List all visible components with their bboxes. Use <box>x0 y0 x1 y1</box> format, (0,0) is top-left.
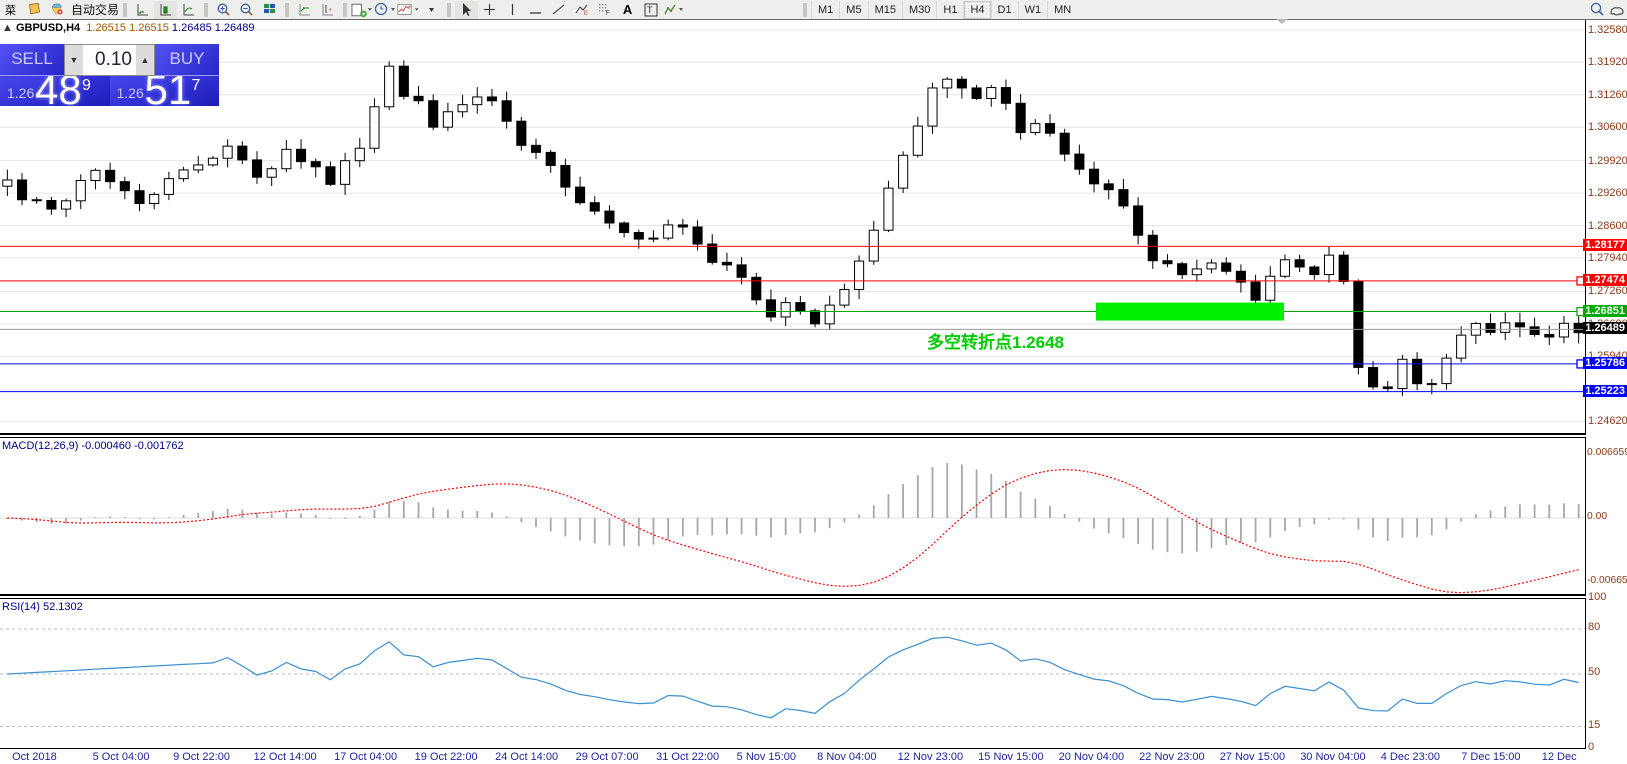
svg-text:F: F <box>606 11 610 17</box>
svg-text:*: * <box>329 8 332 15</box>
svg-text:T: T <box>647 5 653 15</box>
svg-text:E: E <box>584 11 588 17</box>
svg-text:菜: 菜 <box>5 4 16 17</box>
